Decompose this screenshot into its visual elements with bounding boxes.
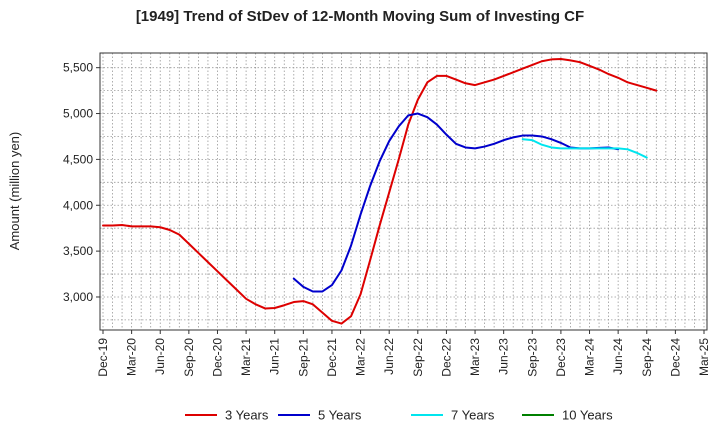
x-tick-label: Dec-22 bbox=[439, 338, 453, 377]
x-tick-label: Mar-25 bbox=[697, 338, 711, 376]
x-tick-label: Sep-23 bbox=[525, 338, 539, 377]
x-tick-label: Mar-22 bbox=[354, 338, 368, 376]
legend-label: 10 Years bbox=[562, 408, 613, 423]
x-tick-label: Dec-24 bbox=[668, 338, 682, 377]
legend: 3 Years 5 Years 7 Years 10 Years bbox=[185, 408, 613, 423]
legend-item: 10 Years bbox=[522, 408, 613, 423]
y-tick-label: 3,500 bbox=[63, 244, 93, 258]
legend-label: 3 Years bbox=[225, 408, 269, 423]
x-tick-label: Jun-23 bbox=[497, 338, 511, 375]
x-tick-label: Jun-21 bbox=[268, 338, 282, 375]
y-tick-label: 4,000 bbox=[63, 198, 93, 212]
x-tick-label: Mar-23 bbox=[468, 338, 482, 376]
x-tick-label: Sep-20 bbox=[182, 338, 196, 377]
series-line-3-years bbox=[102, 57, 658, 325]
x-tick-label: Dec-19 bbox=[96, 338, 110, 377]
legend-item: 5 Years bbox=[278, 408, 362, 423]
x-tick-label: Jun-24 bbox=[611, 338, 625, 375]
series-line-5-years bbox=[292, 112, 620, 293]
plot-area bbox=[99, 52, 708, 331]
x-tick-label: Dec-21 bbox=[325, 338, 339, 377]
legend-label: 5 Years bbox=[318, 408, 362, 423]
y-tick-label: 5,500 bbox=[63, 61, 93, 75]
chart-title: [1949] Trend of StDev of 12-Month Moving… bbox=[135, 8, 585, 25]
x-tick-label: Dec-23 bbox=[554, 338, 568, 377]
x-tick-label: Jun-22 bbox=[382, 338, 396, 375]
y-axis-label: Amount (million yen) bbox=[7, 132, 22, 251]
y-axis-ticks: 3,000 3,500 4,000 4,500 5,000 5,500 bbox=[63, 61, 100, 304]
x-tick-label: Sep-22 bbox=[411, 338, 425, 377]
x-tick-label: Mar-21 bbox=[239, 338, 253, 376]
x-tick-label: Mar-20 bbox=[125, 338, 139, 376]
x-tick-label: Dec-20 bbox=[210, 338, 224, 377]
x-tick-label: Mar-24 bbox=[583, 338, 597, 376]
y-tick-label: 5,000 bbox=[63, 107, 93, 121]
series-lines bbox=[102, 57, 658, 325]
series-line-7-years bbox=[521, 138, 648, 159]
y-tick-label: 4,500 bbox=[63, 152, 93, 166]
legend-item: 7 Years bbox=[411, 408, 495, 423]
x-tick-label: Sep-24 bbox=[640, 338, 654, 377]
x-tick-label: Jun-20 bbox=[153, 338, 167, 375]
y-tick-label: 3,000 bbox=[63, 290, 93, 304]
legend-label: 7 Years bbox=[451, 408, 495, 423]
grid-lines bbox=[100, 53, 707, 330]
x-tick-label: Sep-21 bbox=[296, 338, 310, 377]
x-axis-ticks: Dec-19 Mar-20 Jun-20 Sep-20 Dec-20 Mar-21 Jun-… bbox=[96, 330, 711, 377]
legend-item: 3 Years bbox=[185, 408, 269, 423]
